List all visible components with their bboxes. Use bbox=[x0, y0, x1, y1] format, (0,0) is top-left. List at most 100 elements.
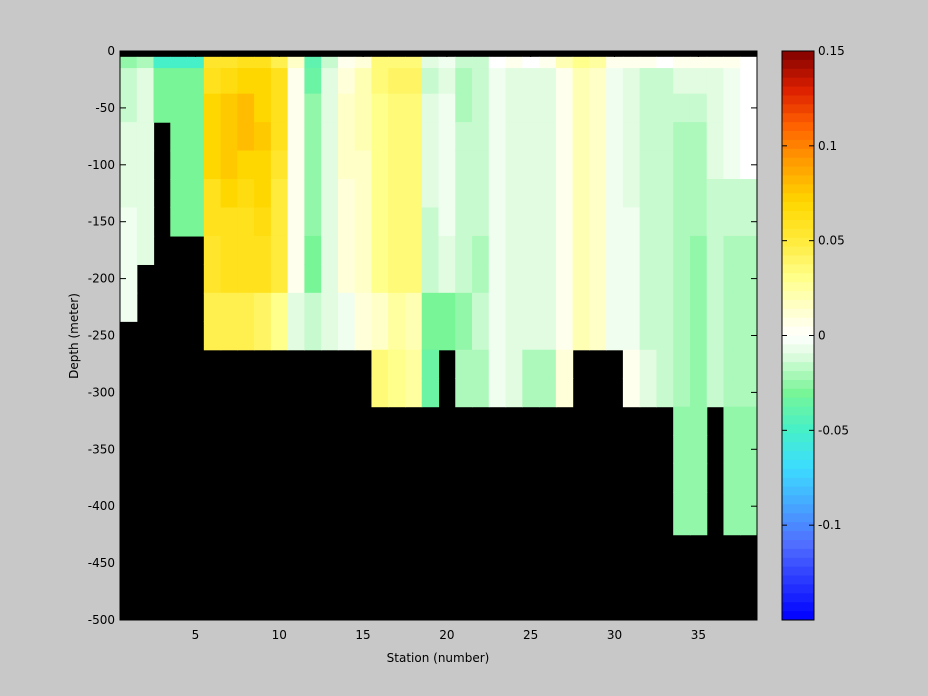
colorbar-segment bbox=[782, 495, 814, 505]
y-tick-label: -200 bbox=[88, 272, 115, 286]
heatmap-cell bbox=[388, 207, 406, 237]
heatmap-cell bbox=[404, 179, 423, 209]
heatmap-cell bbox=[555, 321, 574, 351]
heatmap-cell bbox=[488, 150, 507, 180]
heatmap-cell bbox=[689, 491, 708, 536]
heatmap-cell bbox=[421, 56, 440, 69]
heatmap-cell bbox=[639, 235, 658, 265]
heatmap-cell bbox=[488, 321, 507, 351]
heatmap-cell bbox=[472, 235, 490, 265]
heatmap-cell bbox=[170, 56, 188, 69]
heatmap-cell bbox=[522, 378, 540, 408]
heatmap-cell bbox=[522, 321, 540, 351]
heatmap-cell bbox=[639, 122, 658, 152]
heatmap-cell bbox=[539, 264, 557, 294]
heatmap-cell bbox=[488, 378, 507, 408]
heatmap-cell bbox=[589, 56, 607, 69]
heatmap-cell bbox=[404, 321, 423, 351]
heatmap-cell bbox=[472, 56, 490, 69]
heatmap-cell bbox=[522, 179, 540, 209]
colorbar-segment bbox=[782, 308, 814, 319]
heatmap-cell bbox=[287, 264, 305, 294]
heatmap-cell bbox=[304, 122, 322, 152]
heatmap-cell bbox=[622, 292, 641, 322]
heatmap-cell bbox=[555, 264, 574, 294]
heatmap-cell bbox=[421, 93, 440, 123]
heatmap-cell bbox=[421, 378, 440, 408]
heatmap-cell bbox=[438, 179, 456, 209]
heatmap-cell bbox=[505, 321, 523, 351]
heatmap-cell bbox=[304, 264, 322, 294]
heatmap-cell bbox=[287, 56, 305, 69]
heatmap-cell bbox=[404, 264, 423, 294]
colorbar-segment bbox=[782, 459, 814, 470]
heatmap-cell bbox=[220, 179, 238, 209]
heatmap-cell bbox=[120, 93, 138, 123]
heatmap-cell bbox=[404, 68, 423, 95]
x-tick-label: 10 bbox=[272, 628, 287, 642]
heatmap-cell bbox=[287, 122, 305, 152]
heatmap-cell bbox=[270, 264, 289, 294]
heatmap-cell bbox=[572, 56, 590, 69]
heatmap-cell bbox=[539, 321, 557, 351]
heatmap-cell bbox=[706, 235, 725, 265]
heatmap-cell bbox=[723, 150, 741, 180]
heatmap-cell bbox=[656, 264, 674, 294]
heatmap-cell bbox=[740, 435, 758, 465]
heatmap-cell bbox=[589, 122, 607, 152]
heatmap-cell bbox=[689, 349, 708, 379]
heatmap-cell bbox=[304, 93, 322, 123]
heatmap-cell bbox=[606, 122, 624, 152]
heatmap-cell bbox=[270, 68, 289, 95]
heatmap-cell bbox=[472, 150, 490, 180]
heatmap-cell bbox=[254, 207, 272, 237]
heatmap-cell bbox=[673, 68, 691, 95]
heatmap-cell bbox=[555, 207, 574, 237]
heatmap-cell bbox=[254, 179, 272, 209]
colorbar-segment bbox=[782, 593, 814, 603]
heatmap-cell bbox=[388, 93, 406, 123]
heatmap-cell bbox=[371, 56, 389, 69]
heatmap-cell bbox=[522, 122, 540, 152]
heatmap-cell bbox=[539, 56, 557, 69]
heatmap-cell bbox=[673, 150, 691, 180]
heatmap-cell bbox=[388, 321, 406, 351]
heatmap-cell bbox=[723, 435, 741, 465]
colorbar-segment bbox=[782, 362, 814, 372]
heatmap-cell bbox=[572, 93, 590, 123]
heatmap-cell bbox=[522, 56, 540, 69]
colorbar-segment bbox=[782, 139, 814, 150]
heatmap-cell bbox=[136, 56, 155, 69]
heatmap-cell bbox=[572, 68, 590, 95]
heatmap-cell bbox=[622, 122, 641, 152]
x-axis-label: Station (number) bbox=[387, 651, 490, 665]
heatmap-cell bbox=[421, 68, 440, 95]
heatmap-cell bbox=[740, 349, 758, 379]
heatmap-cell bbox=[404, 235, 423, 265]
heatmap-cell bbox=[270, 321, 289, 351]
heatmap-cell bbox=[371, 179, 389, 209]
heatmap-cell bbox=[656, 179, 674, 209]
heatmap-cell bbox=[421, 179, 440, 209]
heatmap-cell bbox=[220, 122, 238, 152]
heatmap-cell bbox=[488, 56, 507, 69]
heatmap-cell bbox=[689, 179, 708, 209]
colorbar bbox=[781, 50, 815, 621]
x-tick-label: 20 bbox=[439, 628, 454, 642]
heatmap-cell bbox=[220, 56, 238, 69]
heatmap-cell bbox=[270, 93, 289, 123]
heatmap-cell bbox=[455, 235, 473, 265]
colorbar-tick-label: -0.05 bbox=[818, 423, 849, 437]
heatmap-cell bbox=[404, 207, 423, 237]
heatmap-cell bbox=[673, 406, 691, 436]
heatmap-cell bbox=[606, 321, 624, 351]
heatmap-cell bbox=[337, 207, 356, 237]
heatmap-cell bbox=[438, 93, 456, 123]
x-tick-label: 30 bbox=[607, 628, 622, 642]
heatmap-cell bbox=[639, 349, 658, 379]
colorbar-segment bbox=[782, 531, 814, 541]
heatmap-cell bbox=[388, 68, 406, 95]
heatmap-cell bbox=[270, 207, 289, 237]
colorbar-segment bbox=[782, 148, 814, 159]
heatmap-cell bbox=[237, 321, 255, 351]
